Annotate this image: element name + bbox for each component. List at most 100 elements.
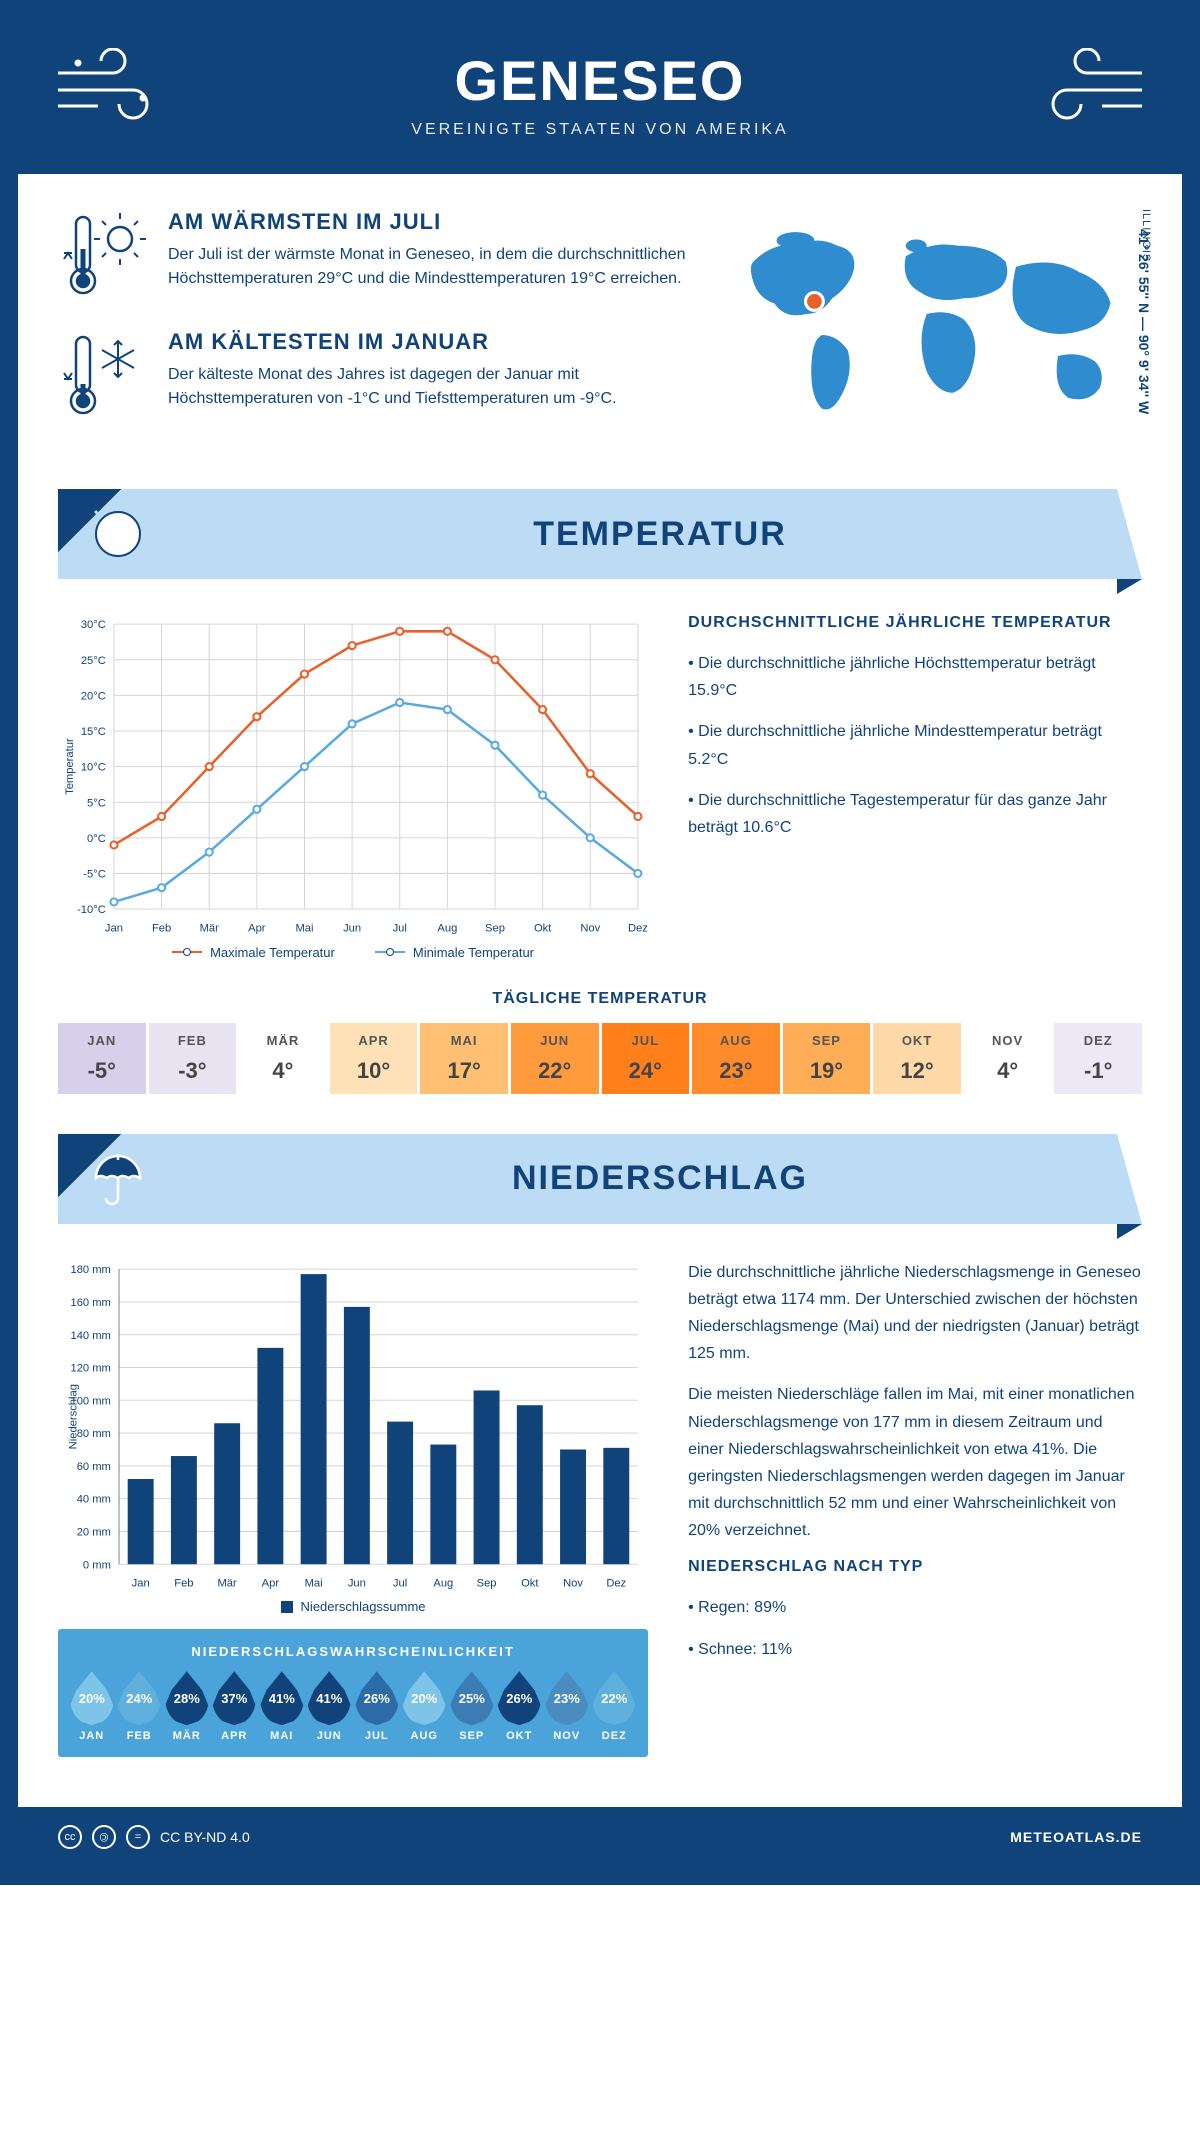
svg-text:Mär: Mär [200,922,220,934]
prob-drop: 41%JUN [307,1671,351,1742]
svg-text:Jul: Jul [393,1577,407,1589]
inner-frame: GENESEO VEREINIGTE STAATEN VON AMERIKA A… [0,0,1200,1885]
svg-text:Apr: Apr [248,922,266,934]
svg-text:Aug: Aug [433,1577,453,1589]
warmest-fact: AM WÄRMSTEN IM JULI Der Juli ist der wär… [58,209,692,299]
svg-text:40 mm: 40 mm [77,1493,111,1505]
precip-chart: 0 mm20 mm40 mm60 mm80 mm100 mm120 mm140 … [58,1259,648,1758]
svg-text:Mär: Mär [217,1577,237,1589]
svg-text:5°C: 5°C [87,797,106,809]
content: AM WÄRMSTEN IM JULI Der Juli ist der wär… [18,174,1182,1807]
warmest-title: AM WÄRMSTEN IM JULI [168,209,692,235]
daily-cell: NOV4° [964,1023,1052,1094]
map-svg [722,209,1142,440]
umbrella-icon [86,1146,151,1211]
license-text: CC BY-ND 4.0 [160,1829,250,1845]
daily-cell: FEB-3° [149,1023,237,1094]
temp-bullet-1: • Die durchschnittliche jährliche Höchst… [688,650,1142,704]
prob-title: NIEDERSCHLAGSWAHRSCHEINLICHKEIT [68,1644,638,1659]
legend-max: Maximale Temperatur [210,945,335,960]
thermometer-hot-icon [58,209,148,299]
sun-icon [83,499,153,569]
daily-cell: MÄR4° [239,1023,327,1094]
wind-icon [48,48,168,128]
svg-text:Mai: Mai [295,922,313,934]
svg-text:Niederschlag: Niederschlag [67,1384,79,1449]
precip-p2: Die meisten Niederschläge fallen im Mai,… [688,1381,1142,1544]
coordinates: 41° 26' 55'' N — 90° 9' 34'' W [1136,229,1152,414]
prob-drop: 28%MÄR [165,1671,209,1742]
svg-text:-10°C: -10°C [77,904,106,916]
coldest-title: AM KÄLTESTEN IM JANUAR [168,329,692,355]
cc-icon: cc [58,1825,82,1849]
prob-drop: 23%NOV [545,1671,589,1742]
legend-min: Minimale Temperatur [413,945,534,960]
prob-drop: 20%AUG [402,1671,446,1742]
daily-cell: OKT12° [873,1023,961,1094]
prob-drop: 22%DEZ [592,1671,636,1742]
daily-cell: DEZ-1° [1054,1023,1142,1094]
daily-cell: JUN22° [511,1023,599,1094]
temp-section-title: TEMPERATUR [533,515,787,554]
precip-type-title: NIEDERSCHLAG NACH TYP [688,1558,1142,1576]
precip-chart-svg: 0 mm20 mm40 mm60 mm80 mm100 mm120 mm140 … [58,1259,648,1595]
prob-drop: 37%APR [212,1671,256,1742]
svg-text:10°C: 10°C [81,762,106,774]
temp-facts: AM WÄRMSTEN IM JULI Der Juli ist der wär… [58,209,692,449]
precip-info: Die durchschnittliche jährliche Niedersc… [688,1259,1142,1758]
prob-drop: 25%SEP [450,1671,494,1742]
daily-cell: JAN-5° [58,1023,146,1094]
svg-text:Jul: Jul [393,922,407,934]
prob-drop: 24%FEB [117,1671,161,1742]
license: cc 🄯 = CC BY-ND 4.0 [58,1825,250,1849]
site-name: METEOATLAS.DE [1010,1829,1142,1845]
svg-text:Okt: Okt [534,922,552,934]
svg-text:Nov: Nov [580,922,600,934]
svg-text:25°C: 25°C [81,655,106,667]
svg-text:Apr: Apr [262,1577,280,1589]
svg-text:20 mm: 20 mm [77,1526,111,1538]
svg-text:160 mm: 160 mm [70,1297,110,1309]
svg-text:30°C: 30°C [81,619,106,631]
precip-legend-label: Niederschlagssumme [301,1599,426,1614]
country-subtitle: VEREINIGTE STAATEN VON AMERIKA [38,121,1162,139]
coldest-text: Der kälteste Monat des Jahres ist dagege… [168,363,692,411]
svg-text:0 mm: 0 mm [83,1559,111,1571]
prob-drop: 26%JUL [355,1671,399,1742]
svg-text:Nov: Nov [563,1577,583,1589]
temp-chart-row: -10°C-5°C0°C5°C10°C15°C20°C25°C30°CJanFe… [58,614,1142,960]
precip-banner: NIEDERSCHLAG [58,1134,1142,1224]
svg-text:Temperatur: Temperatur [64,738,76,795]
svg-text:Mai: Mai [305,1577,323,1589]
daily-temp-grid: JAN-5°FEB-3°MÄR4°APR10°MAI17°JUN22°JUL24… [58,1023,1142,1094]
svg-text:120 mm: 120 mm [70,1362,110,1374]
svg-text:Feb: Feb [174,1577,193,1589]
precip-p1: Die durchschnittliche jährliche Niedersc… [688,1259,1142,1368]
precip-legend: Niederschlagssumme [58,1599,648,1614]
prob-drop: 41%MAI [260,1671,304,1742]
svg-text:Jan: Jan [132,1577,150,1589]
temp-chart-svg: -10°C-5°C0°C5°C10°C15°C20°C25°C30°CJanFe… [58,614,648,940]
thermometer-cold-icon [58,329,148,419]
daily-cell: MAI17° [420,1023,508,1094]
wind-icon [1032,48,1152,128]
daily-cell: APR10° [330,1023,418,1094]
svg-text:-5°C: -5°C [83,869,106,881]
svg-text:15°C: 15°C [81,726,106,738]
svg-text:Dez: Dez [628,922,648,934]
warmest-text: Der Juli ist der wärmste Monat in Genese… [168,243,692,291]
svg-text:Jun: Jun [343,922,361,934]
top-section: AM WÄRMSTEN IM JULI Der Juli ist der wär… [58,209,1142,449]
svg-text:60 mm: 60 mm [77,1460,111,1472]
temp-bullet-2: • Die durchschnittliche jährliche Mindes… [688,718,1142,772]
page: GENESEO VEREINIGTE STAATEN VON AMERIKA A… [0,0,1200,1885]
world-map: ILLINOIS 41° 26' 55'' N — 90° 9' 34'' W [722,209,1142,449]
temp-chart: -10°C-5°C0°C5°C10°C15°C20°C25°C30°CJanFe… [58,614,648,960]
precip-section-title: NIEDERSCHLAG [512,1159,808,1198]
svg-text:140 mm: 140 mm [70,1329,110,1341]
svg-text:Sep: Sep [477,1577,497,1589]
svg-text:20°C: 20°C [81,690,106,702]
temp-info-title: DURCHSCHNITTLICHE JÄHRLICHE TEMPERATUR [688,614,1142,632]
coldest-fact: AM KÄLTESTEN IM JANUAR Der kälteste Mona… [58,329,692,419]
svg-text:Sep: Sep [485,922,505,934]
